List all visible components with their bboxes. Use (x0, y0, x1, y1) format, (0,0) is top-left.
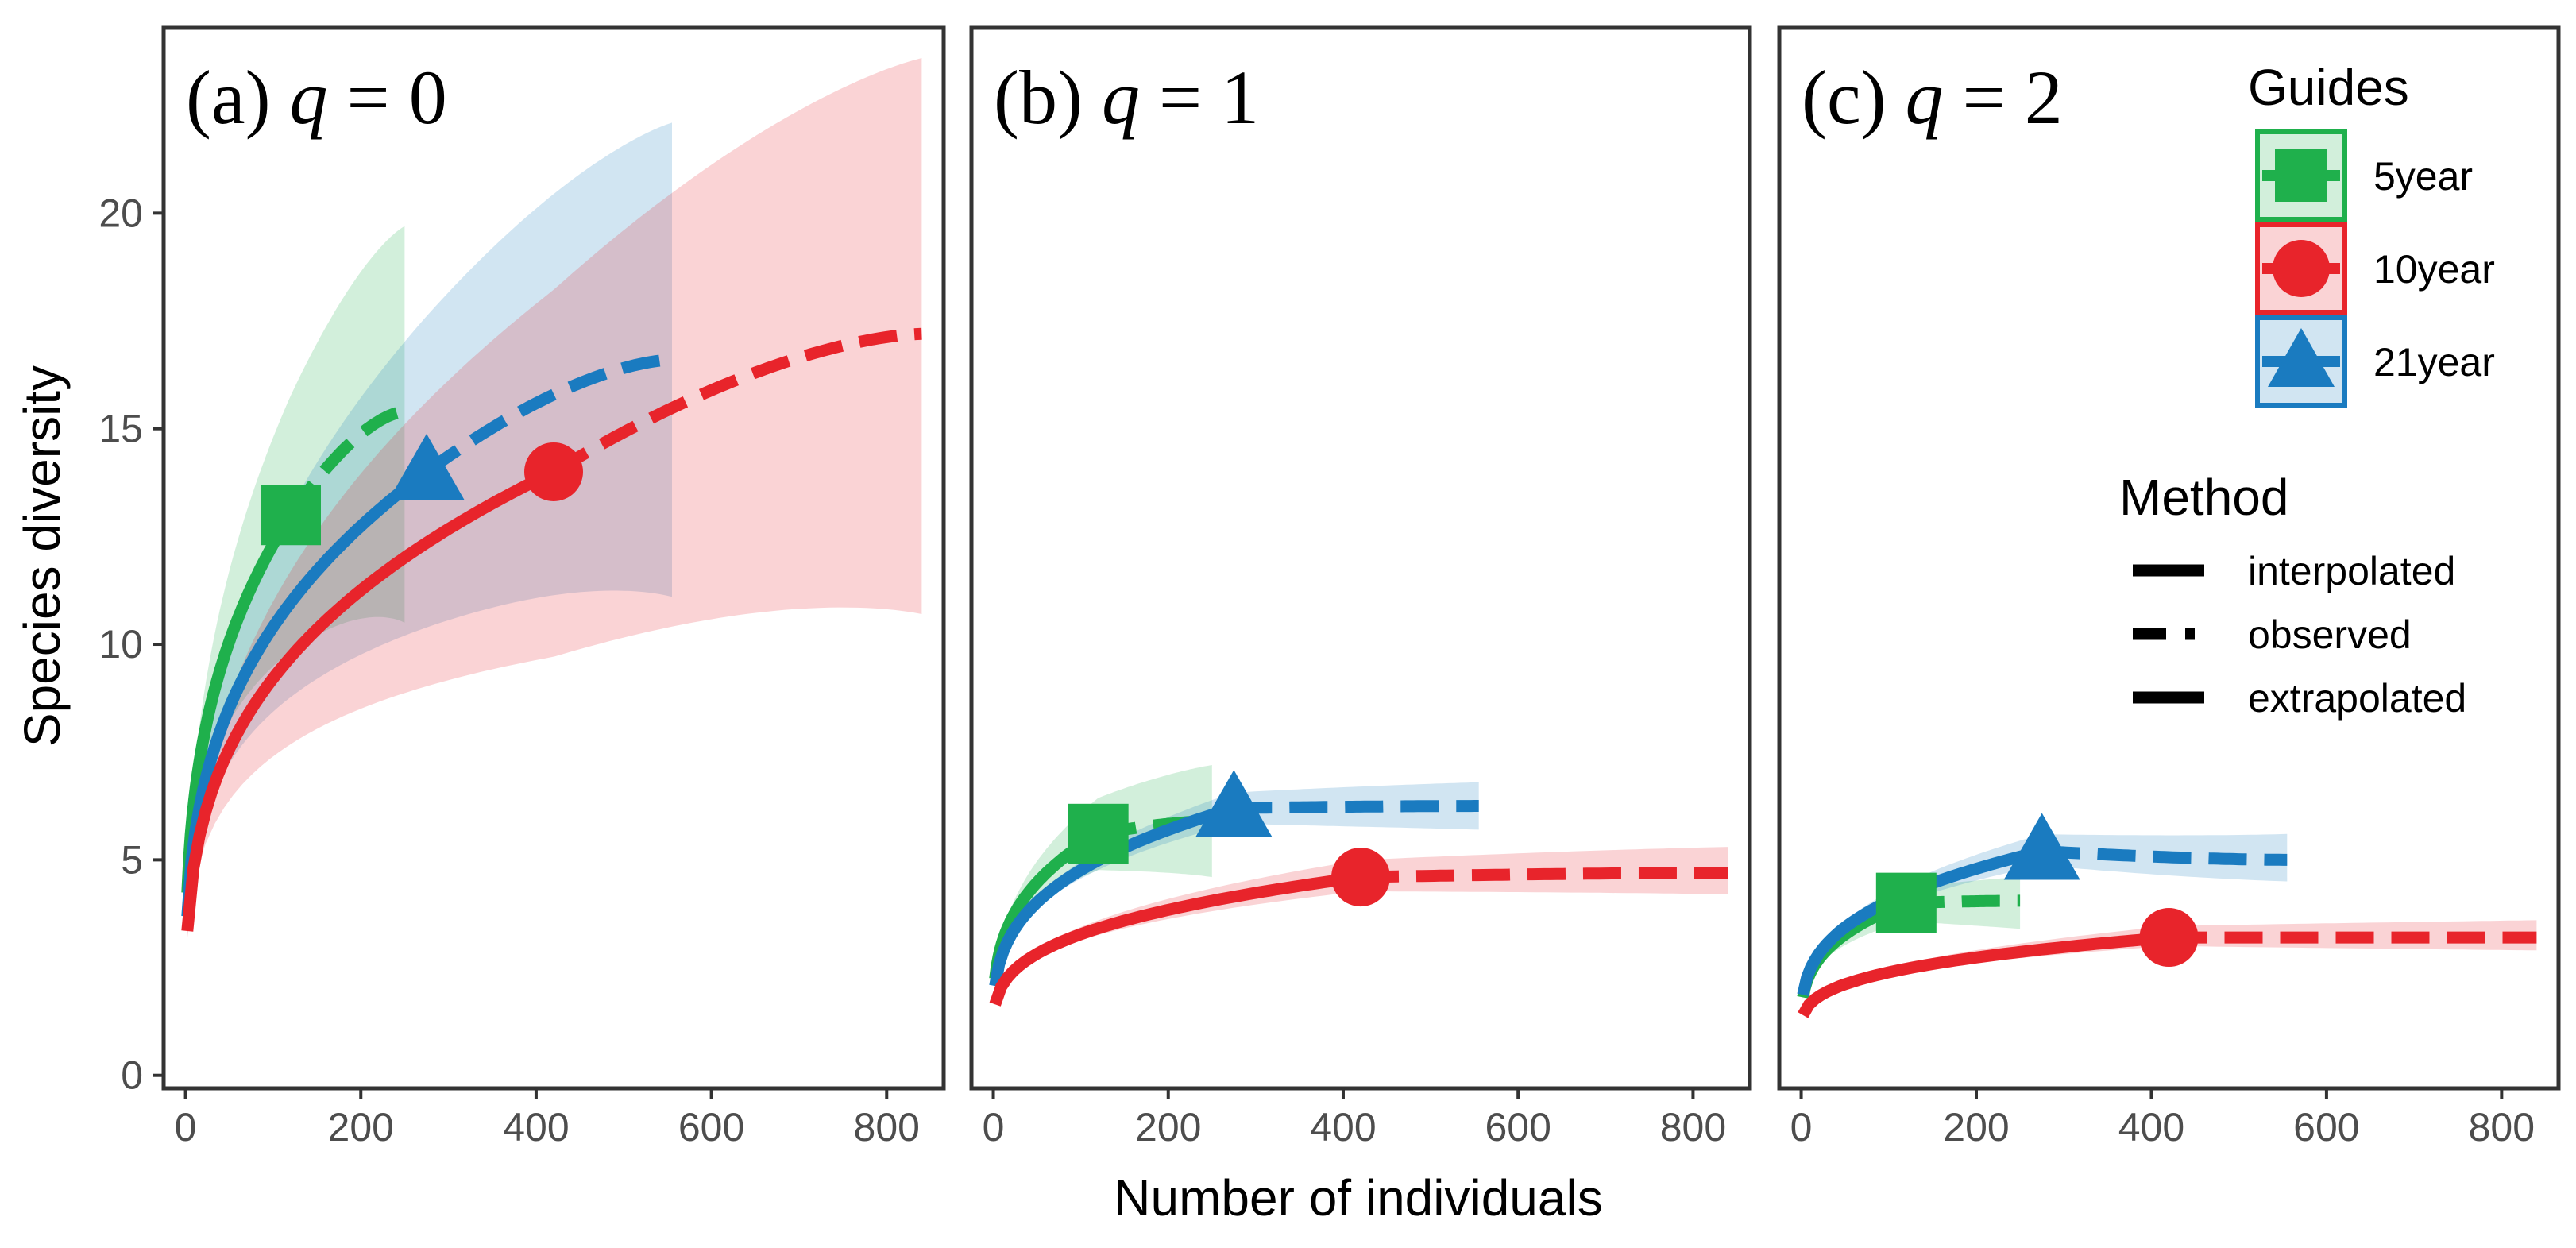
line-extrapolated-10year-a (550, 327, 922, 477)
x-tick-label-b: 600 (1485, 1105, 1551, 1149)
plot-area-c (1797, 813, 2537, 1018)
x-tick-label-b: 200 (1135, 1105, 1201, 1149)
x-tick-label-c: 400 (2118, 1105, 2184, 1149)
panel-a: 0 200 400 600 800 (a) q = 0 (161, 25, 946, 1149)
ci-band-21year-c (1802, 833, 2288, 996)
x-tick-label-b: 800 (1660, 1105, 1726, 1149)
plot-area-b (989, 765, 1728, 1007)
x-tick-label-a: 0 (175, 1105, 197, 1149)
line-extrapolated-21year-b (1234, 800, 1479, 814)
marker-5year-a (260, 485, 321, 546)
x-tick-label-c: 0 (1790, 1105, 1813, 1149)
x-tick-label-a: 400 (503, 1105, 569, 1149)
marker-10year-c (2139, 908, 2199, 968)
y-tick-label: 20 (98, 191, 143, 235)
line-interpolated-10year-b (989, 871, 1361, 1007)
legend-marker-triangle (2268, 328, 2335, 387)
ci-band-5year-a (187, 226, 405, 905)
x-axis-title: Number of individuals (1114, 1169, 1602, 1227)
x-tick-label-c: 600 (2293, 1105, 2359, 1149)
plot-area-a (181, 58, 922, 939)
x-tick-label-c: 800 (2469, 1105, 2535, 1149)
y-tick-label: 15 (98, 407, 143, 451)
line-interpolated-21year-a (181, 466, 431, 918)
ci-band-21year-a (187, 122, 673, 925)
legend-method-title: Method (2119, 469, 2288, 526)
x-tick-label-c: 200 (1943, 1105, 2009, 1149)
line-interpolated-10year-a (181, 466, 557, 932)
legend-label-21year: 21year (2373, 340, 2495, 384)
y-tick-label: 5 (121, 837, 143, 882)
x-tick-label-b: 400 (1310, 1105, 1376, 1149)
panel-c: 0 200 400 600 800 (c) q = 2 (1777, 25, 2561, 1149)
legend-method-interpolated: interpolated (2248, 549, 2455, 593)
legend-label-5year: 5year (2373, 154, 2473, 199)
marker-21year-b (1195, 770, 1273, 837)
panel-b: 0 200 400 600 800 (b) q = 1 (969, 25, 1752, 1149)
ci-band-10year-c (1802, 920, 2537, 1016)
marker-21year-c (2003, 813, 2080, 880)
panel-frame-b (969, 25, 1752, 1091)
legend-key-10year (2255, 222, 2347, 315)
y-tick-label: 10 (98, 622, 143, 667)
panel-label-a: (a) q = 0 (186, 55, 447, 140)
legend-method-extrapolated: extrapolated (2248, 676, 2466, 721)
legend-label-10year: 10year (2373, 247, 2495, 292)
marker-5year-b (1068, 803, 1129, 864)
ci-band-10year-b (994, 847, 1728, 1005)
marker-5year-c (1875, 872, 1937, 933)
legend-guides-title: Guides (2248, 59, 2409, 116)
line-extrapolated-21year-a (423, 354, 673, 477)
panel-label-b: (b) q = 1 (994, 55, 1259, 140)
legend-method-observed: observed (2248, 612, 2412, 657)
line-interpolated-10year-c (1798, 931, 2170, 1018)
marker-21year-a (388, 433, 465, 500)
x-tick-label-b: 0 (983, 1105, 1005, 1149)
legend-marker-square (2275, 149, 2327, 202)
x-tick-label-a: 800 (854, 1105, 920, 1149)
marker-10year-b (1331, 848, 1390, 907)
line-extrapolated-10year-b (1360, 867, 1728, 883)
legend-key-21year (2255, 315, 2347, 408)
panel-frame-c (1777, 25, 2561, 1091)
y-axis: 0 5 10 15 20 (98, 191, 164, 1098)
y-axis-title: Species diversity (14, 365, 71, 747)
ci-band-5year-c (1802, 877, 2021, 999)
x-tick-label-a: 600 (678, 1105, 744, 1149)
legend-key-5year (2255, 129, 2347, 222)
y-tick-label: 0 (121, 1053, 143, 1098)
panel-label-c: (c) q = 2 (1802, 55, 2063, 140)
legend-marker-circle (2273, 240, 2330, 297)
panel-frame-a (161, 25, 946, 1091)
legend: Guides 5year 10year 21year Method interpol… (2119, 59, 2495, 721)
line-extrapolated-21year-c (2041, 845, 2288, 866)
x-tick-label-a: 200 (328, 1105, 394, 1149)
marker-10year-a (524, 442, 583, 501)
